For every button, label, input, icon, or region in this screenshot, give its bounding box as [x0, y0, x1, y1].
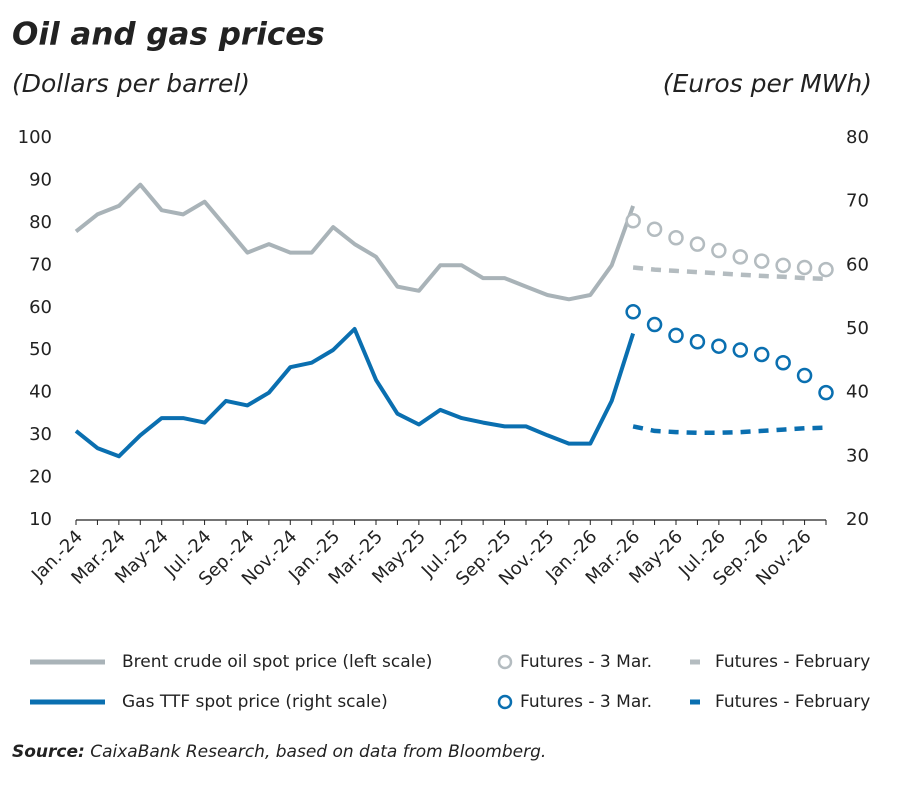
y-tick-label: 70 — [29, 254, 52, 275]
futures-marker — [646, 221, 663, 238]
futures-marker — [668, 229, 684, 246]
futures-marker — [818, 261, 834, 278]
futures-marker — [711, 338, 727, 354]
futures-line — [632, 424, 827, 436]
futures-marker — [625, 304, 641, 320]
source-text: CaixaBank Research, based on data from B… — [90, 742, 546, 762]
futures-marker — [818, 384, 834, 401]
legend-swatch — [497, 694, 513, 710]
y-tick-label: 100 — [18, 127, 52, 148]
y-tick-label: 50 — [29, 339, 52, 360]
y2-tick-label: 70 — [846, 191, 869, 212]
legend-label: Futures - 3 Mar. — [520, 692, 652, 712]
y-tick-label: 40 — [29, 382, 52, 403]
y2-axis-label: (Euros per MWh) — [663, 69, 872, 98]
legend-label: Futures - February — [715, 692, 870, 712]
chart-title: Oil and gas prices — [12, 17, 325, 53]
legend-label: Futures - 3 Mar. — [520, 652, 652, 672]
y-tick-label: 80 — [29, 212, 52, 233]
legend-label: Gas TTF spot price (right scale) — [122, 692, 388, 712]
source-note: Source: CaixaBank Research, based on dat… — [12, 742, 546, 762]
y2-tick-label: 20 — [846, 509, 869, 530]
futures-marker — [796, 367, 813, 384]
spot-line — [74, 327, 636, 459]
futures-marker — [711, 242, 727, 259]
futures-marker — [689, 333, 706, 350]
y2-tick-label: 80 — [846, 127, 869, 148]
y2-tick-label: 40 — [846, 382, 869, 403]
y2-tick-label: 60 — [846, 254, 869, 275]
futures-marker — [796, 259, 813, 276]
futures-marker — [753, 253, 770, 269]
futures-marker — [775, 354, 791, 371]
futures-marker — [732, 342, 749, 358]
futures-line — [632, 265, 827, 282]
futures-marker — [646, 316, 663, 333]
y2-tick-label: 50 — [846, 318, 869, 339]
y-tick-label: 30 — [29, 424, 52, 445]
legend-label: Futures - February — [715, 652, 870, 672]
futures-marker — [732, 249, 749, 265]
y-axis-label: (Dollars per barrel) — [12, 69, 250, 98]
futures-marker — [689, 236, 706, 252]
source-label: Source: — [12, 742, 85, 762]
y-tick-label: 60 — [29, 297, 52, 318]
spot-line — [74, 182, 635, 302]
legend-swatch — [497, 654, 513, 670]
legend-label: Brent crude oil spot price (left scale) — [122, 652, 432, 672]
futures-marker — [753, 346, 770, 363]
futures-marker — [775, 257, 791, 274]
y-tick-label: 90 — [29, 169, 52, 190]
y-tick-label: 20 — [29, 467, 52, 488]
y2-tick-label: 30 — [846, 445, 869, 466]
futures-marker — [625, 213, 641, 229]
futures-marker — [668, 327, 684, 344]
y-tick-label: 10 — [29, 509, 52, 530]
